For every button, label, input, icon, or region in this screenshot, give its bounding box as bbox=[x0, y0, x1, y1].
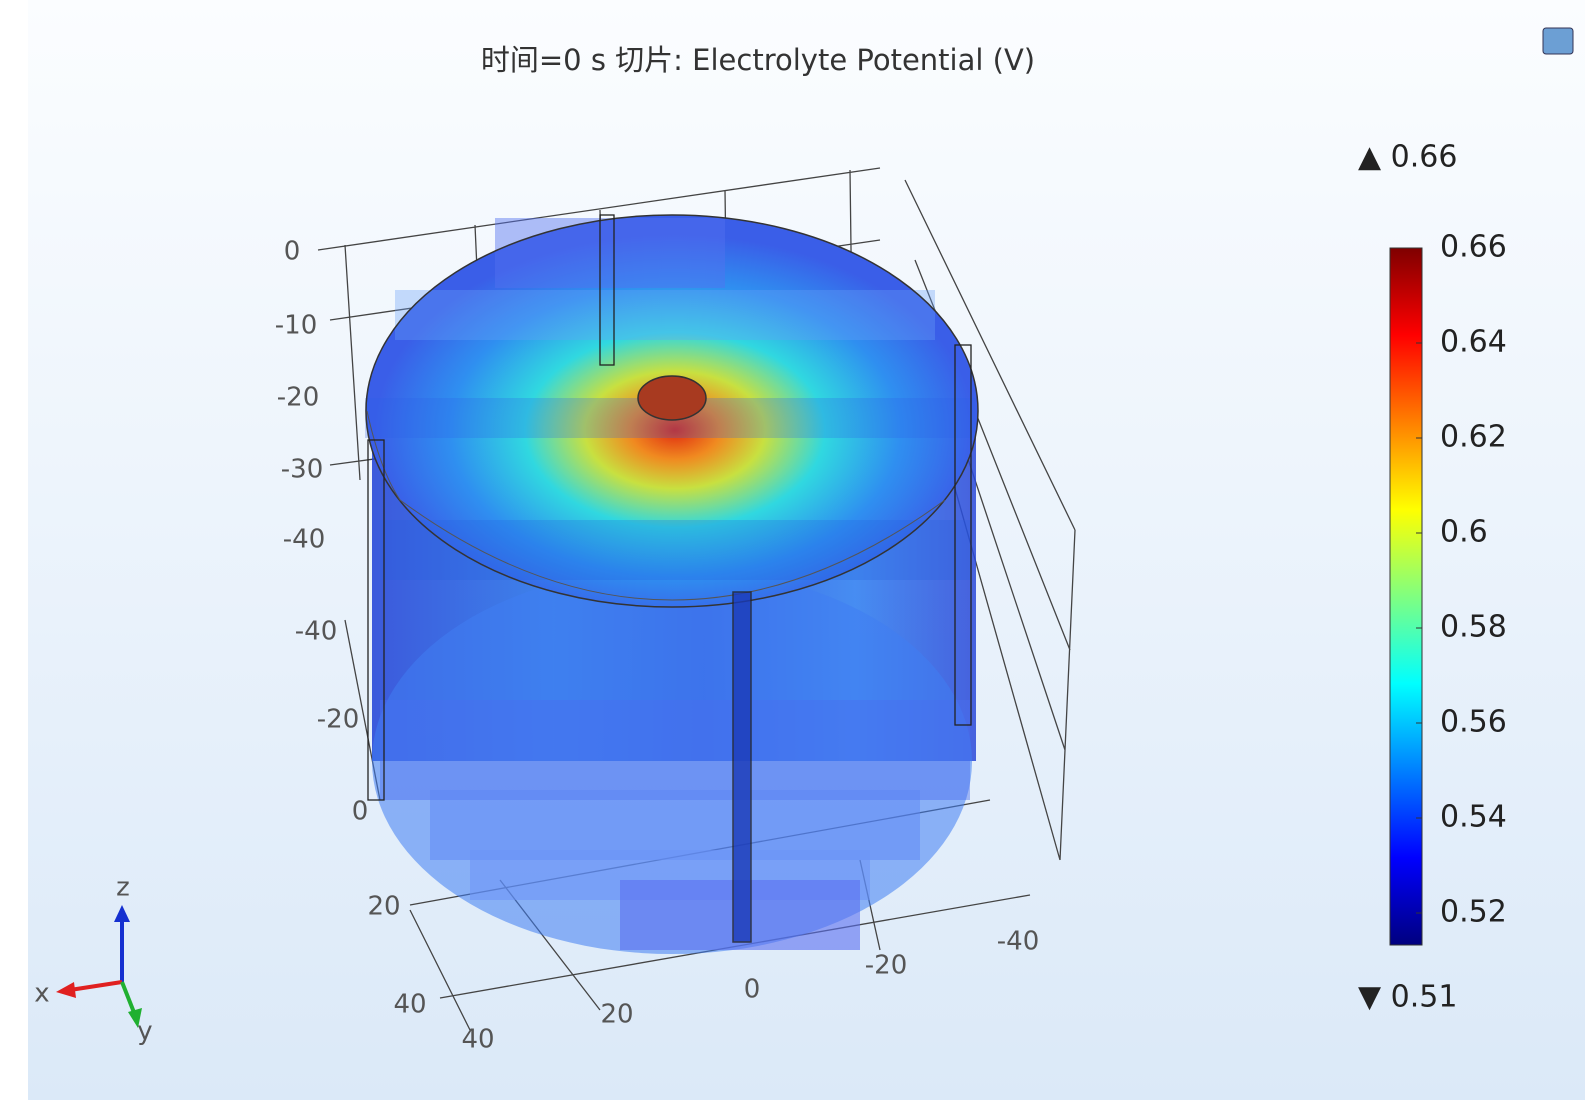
slice bbox=[495, 218, 725, 288]
y-label: y bbox=[137, 1017, 152, 1047]
axis-tick-label: -40 bbox=[997, 927, 1039, 957]
cylinder bbox=[365, 215, 978, 954]
axis-tick-label: -20 bbox=[277, 383, 319, 413]
axis-tick-label: -30 bbox=[281, 455, 323, 485]
page: 时间=0 s 切片: Electrolyte Potential (V) 0 -1… bbox=[0, 0, 1585, 1113]
slice bbox=[430, 790, 920, 860]
color-bar-tick-label: 0.66 bbox=[1440, 230, 1507, 265]
color-bar bbox=[1390, 248, 1422, 945]
axis-tick-label: 40 bbox=[461, 1025, 494, 1055]
axis-tick-label: -20 bbox=[317, 705, 359, 735]
center-electrode bbox=[638, 376, 706, 420]
axis-tick-label: 20 bbox=[600, 1000, 633, 1030]
axis-tick-label: 0 bbox=[744, 975, 761, 1005]
slice bbox=[380, 520, 970, 580]
color-bar-tick-label: 0.6 bbox=[1440, 515, 1488, 550]
plot-window: 时间=0 s 切片: Electrolyte Potential (V) 0 -1… bbox=[0, 0, 1585, 1113]
electrode bbox=[733, 592, 751, 942]
color-bar-tick-label: 0.62 bbox=[1440, 420, 1507, 455]
z-label: z bbox=[116, 873, 130, 903]
slice bbox=[380, 700, 970, 800]
axis-tick-label: -40 bbox=[295, 617, 337, 647]
x-label: x bbox=[34, 979, 49, 1009]
axis-tick-label: -40 bbox=[283, 525, 325, 555]
axis-tick-label: 20 bbox=[367, 892, 400, 922]
legend-min: ▼ 0.51 bbox=[1358, 980, 1457, 1015]
color-bar-tick-label: 0.52 bbox=[1440, 895, 1507, 930]
legend-max: ▲ 0.66 bbox=[1358, 140, 1457, 175]
axis-tick-label: 0 bbox=[352, 797, 369, 827]
color-bar-tick-label: 0.56 bbox=[1440, 705, 1507, 740]
axis-tick-label: -20 bbox=[865, 951, 907, 981]
axis-tick-label: 0 bbox=[284, 237, 301, 267]
axis-tick-label: 40 bbox=[393, 990, 426, 1020]
axis-tick-label: -10 bbox=[275, 311, 317, 341]
slice bbox=[395, 290, 935, 340]
toolbar-icon[interactable] bbox=[1543, 28, 1573, 54]
color-bar-tick-label: 0.54 bbox=[1440, 800, 1507, 835]
plot-title: 时间=0 s 切片: Electrolyte Potential (V) bbox=[481, 43, 1035, 77]
color-bar-tick-label: 0.64 bbox=[1440, 325, 1507, 360]
color-bar-tick-label: 0.58 bbox=[1440, 610, 1507, 645]
